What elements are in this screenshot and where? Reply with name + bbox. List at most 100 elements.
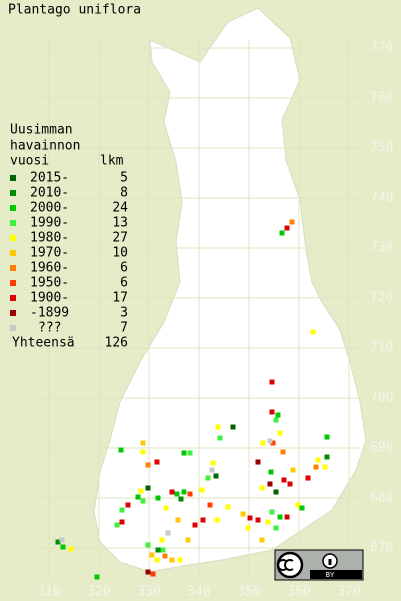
legend-label: 2000- xyxy=(30,201,69,216)
legend: 2015- 5 2010- 8 2000- 24 1990- 13 1980- 27 1970- 10… xyxy=(10,171,128,336)
observation xyxy=(94,574,100,580)
observation xyxy=(177,557,183,563)
observation xyxy=(247,515,253,521)
y-label: 690 xyxy=(370,441,393,456)
observation xyxy=(273,489,279,495)
observation xyxy=(279,230,285,236)
observation xyxy=(200,517,206,523)
observation xyxy=(273,417,279,423)
observation xyxy=(68,546,74,552)
observation xyxy=(284,514,290,520)
observation xyxy=(260,440,266,446)
observation xyxy=(268,469,274,475)
x-label: 370 xyxy=(337,585,360,600)
legend-header: havainnon xyxy=(10,139,80,154)
observation xyxy=(259,485,265,491)
observation xyxy=(125,502,131,508)
observation xyxy=(163,505,169,511)
y-label: 670 xyxy=(370,541,393,556)
observation xyxy=(240,511,246,517)
observation xyxy=(145,462,151,468)
observation xyxy=(181,489,187,495)
observation xyxy=(269,509,275,515)
y-label: 760 xyxy=(370,91,393,106)
legend-label: -1899 xyxy=(30,306,69,321)
x-label: 330 xyxy=(137,585,160,600)
total-count: 126 xyxy=(105,336,128,351)
legend-label: ??? xyxy=(38,321,61,336)
observation xyxy=(187,491,193,497)
cc-glyph xyxy=(277,559,294,571)
legend-label: 1900- xyxy=(30,291,69,306)
x-label: 350 xyxy=(237,585,260,600)
total-label: Yhteensä xyxy=(12,336,75,351)
observation xyxy=(305,475,311,481)
observation xyxy=(267,481,273,487)
observation xyxy=(175,517,181,523)
observation xyxy=(289,219,295,225)
legend-label: 2010- xyxy=(30,186,69,201)
observation xyxy=(150,571,156,577)
observation xyxy=(187,450,193,456)
y-label: 700 xyxy=(370,391,393,406)
legend-label: 1950- xyxy=(30,276,69,291)
by-glyph xyxy=(328,559,332,565)
observation xyxy=(181,450,187,456)
observation xyxy=(140,498,146,504)
legend-swatch xyxy=(10,175,16,181)
legend-label: 1960- xyxy=(30,261,69,276)
observation xyxy=(60,544,66,550)
legend-swatch xyxy=(10,235,16,241)
observation xyxy=(277,430,283,436)
legend-count: 8 xyxy=(120,186,128,201)
legend-swatch xyxy=(10,325,16,331)
observation xyxy=(267,438,273,444)
observation xyxy=(280,449,286,455)
observation xyxy=(169,557,175,563)
x-label: 340 xyxy=(187,585,210,600)
observation xyxy=(149,552,155,558)
badge-text: BY xyxy=(326,571,335,579)
observation xyxy=(145,542,151,548)
observation xyxy=(313,464,319,470)
legend-count: 7 xyxy=(120,321,128,336)
observation xyxy=(169,489,175,495)
observation xyxy=(290,467,296,473)
legend-swatch xyxy=(10,190,16,196)
observation xyxy=(277,514,283,520)
observation xyxy=(160,547,166,553)
observation xyxy=(255,459,261,465)
observation xyxy=(185,537,191,543)
y-label: 770 xyxy=(370,41,393,56)
legend-swatch xyxy=(10,280,16,286)
legend-header: Uusimman xyxy=(10,123,73,138)
legend-label: 1980- xyxy=(30,231,69,246)
legend-label: 1970- xyxy=(30,246,69,261)
observation xyxy=(118,447,124,453)
y-label: 750 xyxy=(370,141,393,156)
title: Plantago uniflora xyxy=(8,3,141,18)
observation xyxy=(322,464,328,470)
legend-count: 3 xyxy=(120,306,128,321)
legend-count: 13 xyxy=(112,216,128,231)
legend-swatch xyxy=(10,310,16,316)
x-label: 310 xyxy=(37,585,60,600)
legend-swatch xyxy=(10,295,16,301)
observation xyxy=(245,525,251,531)
x-label: 360 xyxy=(287,585,310,600)
legend-count: 24 xyxy=(112,201,128,216)
legend-count-header: lkm xyxy=(100,154,124,169)
observation xyxy=(154,459,160,465)
observation xyxy=(162,553,168,559)
observation xyxy=(213,473,219,479)
y-label: 680 xyxy=(370,491,393,506)
legend-count: 5 xyxy=(120,171,128,186)
observation xyxy=(154,557,160,563)
observation xyxy=(225,504,231,510)
cc-icon xyxy=(276,551,304,579)
legend-label: 2015- xyxy=(30,171,69,186)
legend-swatch xyxy=(10,265,16,271)
observation xyxy=(140,440,146,446)
observation xyxy=(269,409,275,415)
